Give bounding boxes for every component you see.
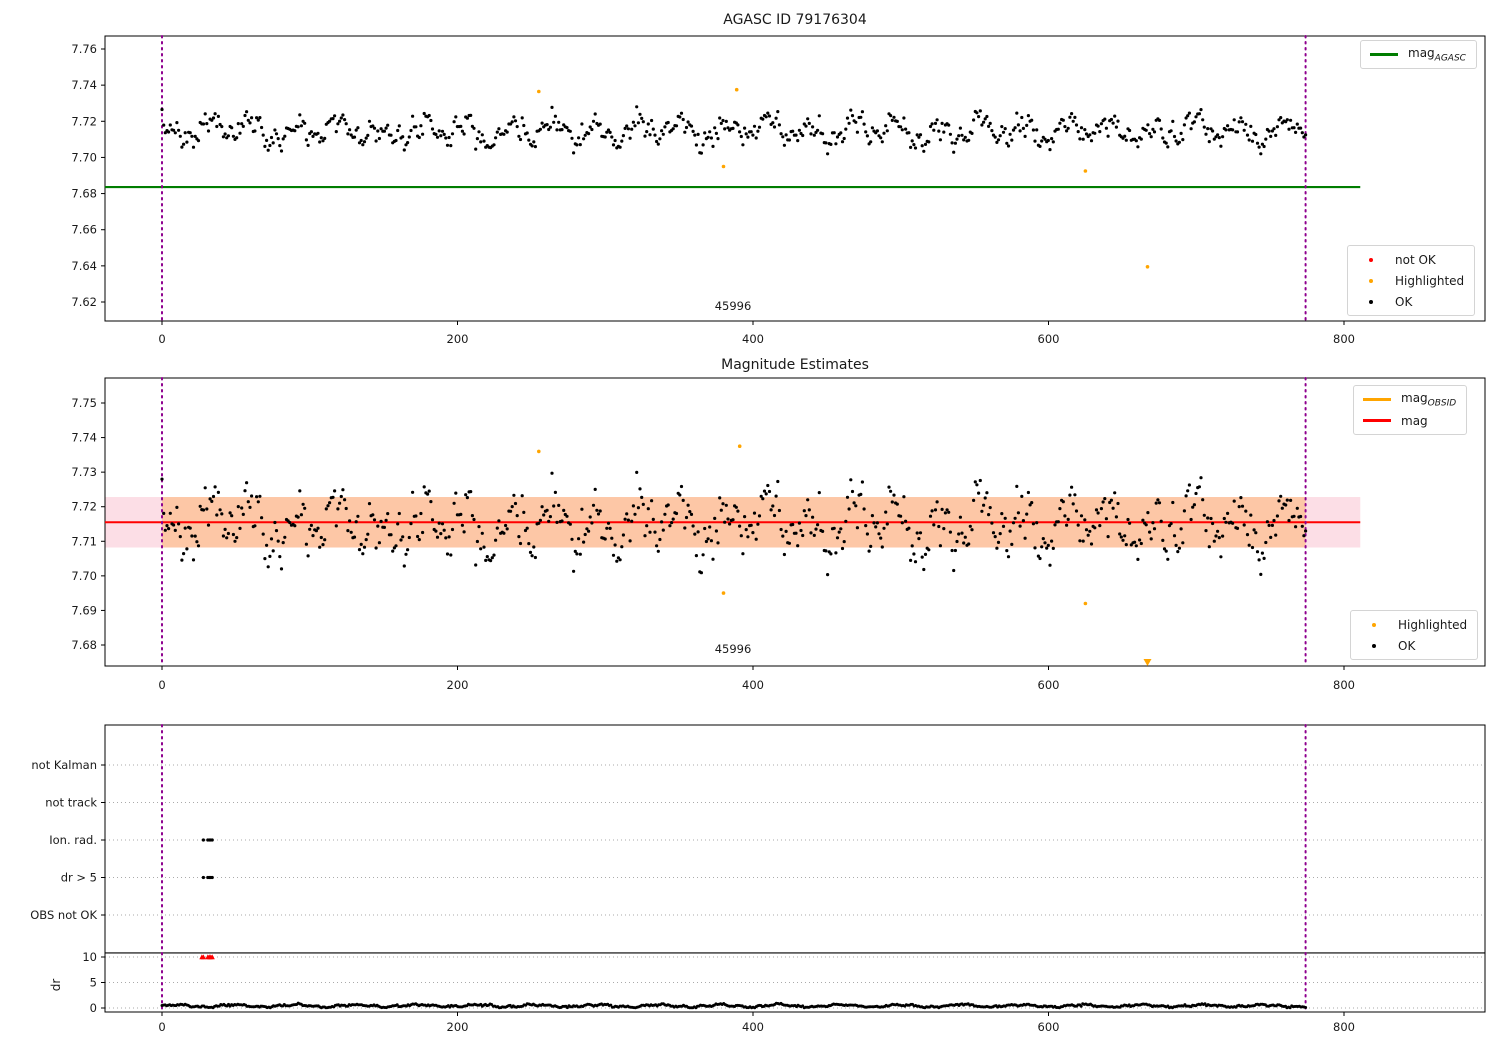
y-axis-ticks: 7.68 7.69 7.70 7.71 7.72 7.73 7.74 7.75 — [71, 396, 105, 652]
legend-row: Highlighted — [1358, 614, 1467, 635]
plot3-flag-points — [201, 838, 214, 880]
legend-row: OK — [1355, 291, 1464, 312]
legend-row: not OK — [1355, 249, 1464, 270]
legend-label: mag — [1401, 413, 1428, 428]
legend-row: magAGASC — [1368, 44, 1466, 65]
y-tick-label: 7.66 — [71, 223, 97, 237]
flag-gridlines — [105, 764, 1485, 1009]
dr-tick-label: 5 — [90, 976, 97, 990]
y-tick-label: 7.74 — [71, 78, 97, 92]
x-tick-label: 800 — [1333, 332, 1355, 346]
dr-axis-label: dr — [49, 979, 63, 992]
plot3-not-ok-points — [199, 954, 215, 960]
plot2-title: Magnitude Estimates — [721, 357, 869, 373]
legend-row: magOBSID — [1361, 389, 1456, 410]
x-tick-label: 200 — [447, 332, 469, 346]
plot2-highlighted-points — [537, 444, 1088, 606]
legend-line-swatch — [1368, 53, 1400, 56]
legend-row: OK — [1358, 635, 1467, 656]
legend-dot-swatch — [1355, 257, 1387, 262]
legend-mag-agasc: magAGASC — [1360, 40, 1477, 69]
legend-line-swatch — [1361, 398, 1393, 401]
plot3-dr-points — [160, 1001, 1308, 1010]
legend-mag-obsid: magOBSID mag — [1353, 385, 1468, 435]
legend-status-top: not OK Highlighted OK — [1347, 245, 1476, 316]
y-tick-label: 7.68 — [71, 638, 97, 652]
plot2-ok-points — [160, 470, 1308, 577]
flag-category-label: OBS not OK — [30, 908, 97, 922]
legend-label: magAGASC — [1408, 45, 1466, 64]
legend-label: Highlighted — [1395, 273, 1465, 288]
plot1-obsid-annotation: 45996 — [714, 299, 752, 313]
legend-dot-swatch — [1355, 278, 1387, 283]
y-tick-label: 7.70 — [71, 569, 97, 583]
y-tick-label: 7.74 — [71, 431, 97, 445]
y-tick-label: 7.70 — [71, 150, 97, 164]
x-tick-label: 0 — [158, 1020, 165, 1034]
x-tick-label: 800 — [1333, 1020, 1355, 1034]
y-tick-label: 7.62 — [71, 295, 97, 309]
x-tick-label: 800 — [1333, 678, 1355, 692]
plot2-obsid-annotation: 45996 — [714, 642, 752, 656]
plot1-ok-points — [160, 105, 1308, 156]
legend-label: OK — [1395, 294, 1413, 309]
dr-tick-label: 0 — [90, 1001, 97, 1015]
dr-tick-label: 10 — [82, 950, 97, 964]
legend-dot-swatch — [1358, 622, 1390, 627]
plot1-highlighted-points — [537, 87, 1150, 269]
legend-row: Highlighted — [1355, 270, 1464, 291]
x-tick-label: 200 — [447, 678, 469, 692]
x-tick-label: 0 — [158, 332, 165, 346]
x-tick-label: 400 — [742, 678, 764, 692]
axes-spine — [104, 35, 1486, 322]
plot2-highlighted-clipped-marker — [1143, 659, 1152, 666]
y-tick-label: 7.76 — [71, 42, 97, 56]
legend-label: Highlighted — [1398, 617, 1468, 632]
x-tick-label: 600 — [1038, 678, 1060, 692]
x-tick-label: 200 — [447, 1020, 469, 1034]
x-tick-label: 600 — [1038, 1020, 1060, 1034]
x-tick-label: 400 — [742, 1020, 764, 1034]
legend-label: not OK — [1395, 252, 1436, 267]
y-tick-label: 7.72 — [71, 114, 97, 128]
legend-dot-swatch — [1358, 643, 1390, 648]
legend-label: magOBSID — [1401, 390, 1457, 409]
y-tick-label: 7.73 — [71, 465, 97, 479]
x-tick-label: 600 — [1038, 332, 1060, 346]
flag-category-label: not Kalman — [31, 758, 97, 772]
x-axis-ticks: 0 200 400 600 800 — [158, 321, 1355, 346]
y-tick-label: 7.68 — [71, 187, 97, 201]
plot1-title: AGASC ID 79176304 — [723, 12, 867, 28]
x-axis-ticks: 0 200 400 600 800 — [158, 666, 1355, 692]
legend-line-swatch — [1361, 419, 1393, 422]
axes-spine — [104, 724, 1486, 1013]
y-tick-label: 7.71 — [71, 534, 97, 548]
y-tick-label: 7.64 — [71, 259, 97, 273]
flag-category-label: dr > 5 — [61, 871, 97, 885]
legend-dot-swatch — [1355, 299, 1387, 304]
x-axis-ticks: 0 200 400 600 800 — [158, 1012, 1355, 1034]
y-tick-label: 7.75 — [71, 396, 97, 410]
flag-category-labels: not Kalman not track Ion. rad. dr > 5 OBS no… — [30, 758, 105, 1015]
y-tick-label: 7.69 — [71, 603, 97, 617]
legend-label: OK — [1398, 638, 1416, 653]
y-tick-label: 7.72 — [71, 500, 97, 514]
flag-category-label: not track — [45, 796, 97, 810]
x-tick-label: 400 — [742, 332, 764, 346]
flag-category-label: Ion. rad. — [49, 833, 97, 847]
legend-row: mag — [1361, 410, 1456, 431]
y-axis-ticks: 7.62 7.64 7.66 7.68 7.70 7.72 7.74 7.76 — [71, 42, 105, 309]
legend-status-middle: Highlighted OK — [1350, 610, 1479, 660]
x-tick-label: 0 — [158, 678, 165, 692]
